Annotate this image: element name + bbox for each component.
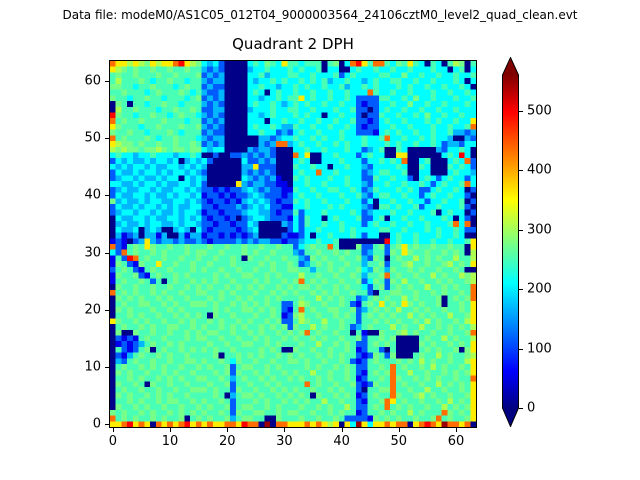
x-tick-label: 60 [447, 434, 465, 449]
x-tick-label: 50 [390, 434, 408, 449]
x-tick-mark [227, 428, 229, 432]
y-tick-label: 10 [84, 359, 101, 375]
x-tick-mark [398, 428, 400, 432]
colorbar-gradient-bar [502, 57, 519, 427]
y-tick-label: 30 [84, 245, 101, 261]
y-tick-label: 20 [84, 302, 101, 318]
colorbar-tick-label: 300 [527, 222, 552, 238]
x-tick-label: 10 [161, 434, 179, 449]
y-tick-mark [105, 81, 109, 83]
colorbar-tick-label: 0 [527, 400, 536, 416]
y-tick-label: 50 [84, 130, 101, 146]
y-tick-mark [105, 424, 109, 426]
y-tick-mark [105, 195, 109, 197]
y-tick-mark [105, 366, 109, 368]
heatmap-plot-area [109, 60, 477, 428]
x-tick-label: 40 [333, 434, 350, 449]
colorbar-tick-mark [519, 110, 523, 112]
y-tick-mark [105, 252, 109, 254]
y-tick-label: 0 [92, 416, 101, 432]
x-tick-label: 30 [276, 434, 293, 449]
y-tick-label: 60 [84, 73, 101, 89]
colorbar-tick-mark [519, 229, 523, 231]
colorbar [502, 57, 519, 427]
colorbar-tick-label: 500 [527, 103, 552, 119]
x-tick-mark [455, 428, 457, 432]
x-tick-label: 0 [108, 434, 117, 449]
y-tick-mark [105, 138, 109, 140]
colorbar-tick-mark [519, 170, 523, 172]
colorbar-tick-mark [519, 289, 523, 291]
heatmap-image [110, 61, 476, 427]
data-file-label: Data file: modeM0/AS1C05_012T04_90000035… [62, 8, 578, 22]
x-tick-mark [284, 428, 286, 432]
y-tick-label: 40 [84, 187, 101, 203]
x-tick-mark [112, 428, 114, 432]
y-tick-mark [105, 309, 109, 311]
x-tick-label: 20 [218, 434, 236, 449]
colorbar-tick-label: 200 [527, 281, 552, 297]
x-tick-mark [170, 428, 172, 432]
plot-title: Quadrant 2 DPH [232, 35, 354, 53]
x-tick-mark [341, 428, 343, 432]
colorbar-tick-label: 100 [527, 341, 552, 357]
colorbar-tick-label: 400 [527, 162, 552, 178]
colorbar-tick-mark [519, 348, 523, 350]
colorbar-tick-mark [519, 408, 523, 409]
